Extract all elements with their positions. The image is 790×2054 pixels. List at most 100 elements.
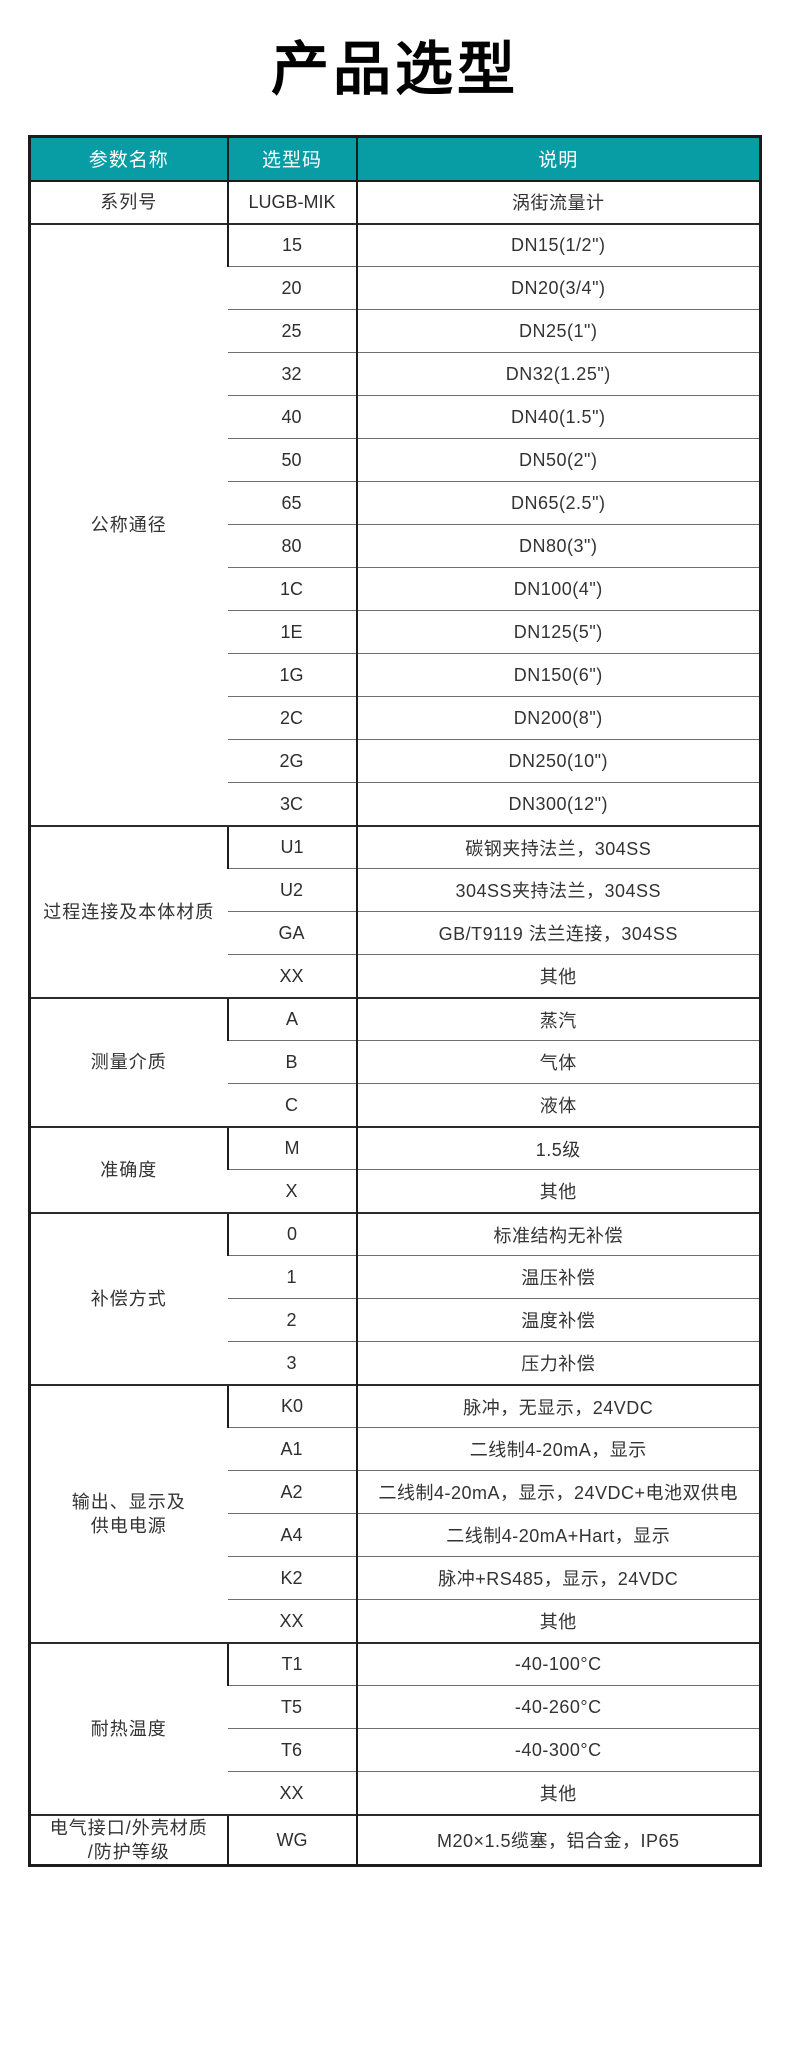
description-cell: 脉冲，无显示，24VDC	[355, 1383, 761, 1428]
table-row: 1C DN100(4")	[30, 567, 761, 611]
table-row: C 液体	[30, 1083, 761, 1127]
table-row: 2 温度补偿	[30, 1298, 761, 1342]
selection-code-cell: GA	[227, 911, 357, 955]
description-cell: 二线制4-20mA，显示，24VDC+电池双供电	[355, 1470, 761, 1514]
table-row: 3C DN300(12")	[30, 782, 761, 826]
selection-code-cell: 1G	[227, 653, 357, 697]
description-cell: 液体	[355, 1083, 761, 1127]
table-row: B 气体	[30, 1040, 761, 1084]
selection-code-cell: 15	[226, 222, 357, 267]
table-row: 1G DN150(6")	[30, 653, 761, 697]
description-cell: DN150(6")	[355, 653, 761, 697]
table-row: 65 DN65(2.5")	[30, 481, 761, 525]
table-row: 40 DN40(1.5")	[30, 395, 761, 439]
table-row: 2C DN200(8")	[30, 696, 761, 740]
description-cell: 二线制4-20mA，显示	[355, 1427, 761, 1471]
selection-code-cell: A2	[227, 1470, 357, 1514]
selection-code-cell: XX	[227, 1771, 357, 1815]
description-cell: DN200(8")	[355, 696, 761, 740]
description-cell: DN65(2.5")	[355, 481, 761, 525]
selection-code-cell: U2	[227, 868, 357, 912]
selection-code-cell: A	[226, 996, 357, 1041]
selection-code-cell: XX	[227, 954, 357, 998]
table-row: 过程连接及本体材质 U1 碳钢夹持法兰，304SS	[29, 824, 761, 998]
description-cell: 其他	[355, 1599, 761, 1643]
description-cell: 温压补偿	[355, 1255, 761, 1299]
param-name-cell: 准确度	[29, 1125, 228, 1213]
description-cell: 其他	[355, 1169, 761, 1213]
param-name-cell: 输出、显示及 供电电源	[29, 1383, 228, 1643]
table-row: 20 DN20(3/4")	[30, 266, 761, 310]
table-row: 1E DN125(5")	[30, 610, 761, 654]
table-row: 80 DN80(3")	[30, 524, 761, 568]
selection-code-cell: 1C	[227, 567, 357, 611]
table-row: 测量介质 A 蒸汽	[29, 996, 761, 1127]
table-row: 电气接口/外壳材质 /防护等级 WG M20×1.5缆塞，铝合金，IP65	[29, 1813, 761, 1866]
param-name-cell: 电气接口/外壳材质 /防护等级	[29, 1813, 228, 1866]
description-cell: -40-100°C	[355, 1641, 761, 1686]
description-cell: 碳钢夹持法兰，304SS	[355, 824, 761, 869]
description-cell: 蒸汽	[355, 996, 761, 1041]
description-cell: M20×1.5缆塞，铝合金，IP65	[355, 1813, 761, 1866]
description-cell: DN100(4")	[355, 567, 761, 611]
param-name-cell: 补偿方式	[29, 1211, 228, 1385]
selection-code-cell: 32	[227, 352, 357, 396]
description-cell: 脉冲+RS485，显示，24VDC	[355, 1556, 761, 1600]
selection-code-cell: C	[227, 1083, 357, 1127]
selection-code-cell: 65	[227, 481, 357, 525]
header-param-name: 参数名称	[29, 136, 228, 182]
description-cell: 其他	[355, 1771, 761, 1815]
table-row: 3 压力补偿	[30, 1341, 761, 1385]
param-name-cell: 系列号	[29, 179, 228, 224]
table-row: A2 二线制4-20mA，显示，24VDC+电池双供电	[30, 1470, 761, 1514]
product-selection-table: 参数名称 选型码 说明 系列号 LUGB-MIK 涡街流量计 公称通径 15 DN15(1…	[28, 134, 762, 1868]
description-cell: GB/T9119 法兰连接，304SS	[355, 911, 761, 955]
header-selection-code: 选型码	[226, 136, 357, 182]
table-row: 50 DN50(2")	[30, 438, 761, 482]
description-cell: DN80(3")	[355, 524, 761, 568]
description-cell: DN300(12")	[355, 782, 761, 826]
table-row: GA GB/T9119 法兰连接，304SS	[30, 911, 761, 955]
param-name-cell: 测量介质	[29, 996, 228, 1127]
table-header-row: 参数名称 选型码 说明	[29, 136, 761, 182]
table-row: 25 DN25(1")	[30, 309, 761, 353]
table-row: 输出、显示及 供电电源 K0 脉冲，无显示，24VDC	[29, 1383, 761, 1643]
selection-code-cell: 2	[227, 1298, 357, 1342]
selection-code-cell: M	[226, 1125, 357, 1170]
description-cell: DN50(2")	[355, 438, 761, 482]
selection-code-cell: T6	[227, 1728, 357, 1772]
selection-code-cell: 50	[227, 438, 357, 482]
selection-code-cell: A1	[227, 1427, 357, 1471]
description-cell: 标准结构无补偿	[355, 1211, 761, 1256]
table-row: 准确度 M 1.5级	[29, 1125, 761, 1213]
description-cell: DN40(1.5")	[355, 395, 761, 439]
table-row: U2 304SS夹持法兰，304SS	[30, 868, 761, 912]
table-row: T5 -40-260°C	[30, 1685, 761, 1729]
description-cell: DN250(10")	[355, 739, 761, 783]
selection-code-cell: 1E	[227, 610, 357, 654]
description-cell: DN32(1.25")	[355, 352, 761, 396]
table-row: 1 温压补偿	[30, 1255, 761, 1299]
selection-code-cell: B	[227, 1040, 357, 1084]
table-row: X 其他	[30, 1169, 761, 1213]
selection-code-cell: T5	[227, 1685, 357, 1729]
selection-code-cell: T1	[226, 1641, 357, 1686]
description-cell: 其他	[355, 954, 761, 998]
description-cell: 304SS夹持法兰，304SS	[355, 868, 761, 912]
selection-code-cell: 2G	[227, 739, 357, 783]
selection-code-cell: LUGB-MIK	[226, 179, 357, 224]
selection-code-cell: K0	[226, 1383, 357, 1428]
selection-code-cell: U1	[226, 824, 357, 869]
table-row: XX 其他	[30, 954, 761, 998]
table-row: K2 脉冲+RS485，显示，24VDC	[30, 1556, 761, 1600]
header-description: 说明	[355, 136, 761, 182]
table-row: A4 二线制4-20mA+Hart，显示	[30, 1513, 761, 1557]
selection-code-cell: 20	[227, 266, 357, 310]
table-row: 耐热温度 T1 -40-100°C	[29, 1641, 761, 1815]
selection-code-cell: 1	[227, 1255, 357, 1299]
description-cell: 气体	[355, 1040, 761, 1084]
selection-code-cell: 3C	[227, 782, 357, 826]
selection-code-cell: X	[227, 1169, 357, 1213]
selection-code-cell: A4	[227, 1513, 357, 1557]
table-row: 系列号 LUGB-MIK 涡街流量计	[29, 179, 761, 224]
